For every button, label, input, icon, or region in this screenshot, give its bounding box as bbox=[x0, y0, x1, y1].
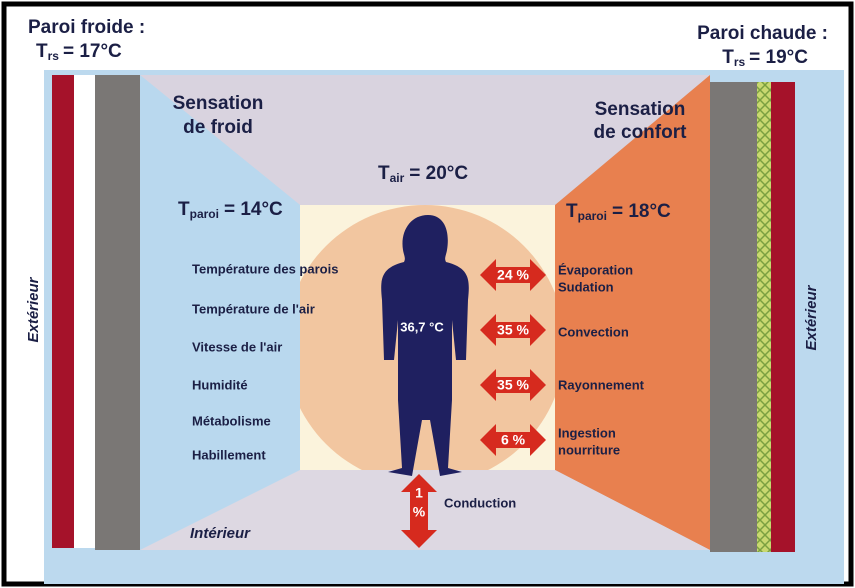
exchange-label: nourriture bbox=[558, 442, 620, 457]
air-temp: Tair = 20°C bbox=[378, 163, 468, 185]
sensation-comfort: de confort bbox=[594, 122, 688, 143]
exchange-arrows bbox=[401, 259, 546, 548]
value: = 20°C bbox=[409, 163, 468, 184]
value: = 19°C bbox=[749, 47, 808, 68]
factor: Vitesse de l'air bbox=[192, 339, 282, 354]
conduction-label: Conduction bbox=[444, 495, 516, 510]
person bbox=[381, 215, 469, 476]
arrow bbox=[480, 424, 546, 456]
percent: 6 % bbox=[501, 432, 526, 448]
percent: 24 % bbox=[497, 267, 529, 283]
insulation-left bbox=[74, 75, 95, 548]
percent: 35 % bbox=[497, 322, 529, 338]
left-wall-temp: Trs = 17°C bbox=[36, 41, 122, 63]
left-surface-temp: Tparoi = 14°C bbox=[178, 199, 283, 221]
symbol: T bbox=[378, 163, 390, 184]
percent: % bbox=[413, 504, 426, 520]
body-temp: 36,7 °C bbox=[400, 319, 444, 334]
top-zone bbox=[140, 75, 710, 205]
sensation-comfort: Sensation bbox=[595, 99, 686, 120]
right-wall-temp: Trs = 19°C bbox=[722, 47, 808, 69]
subscript: paroi bbox=[190, 207, 219, 221]
exchange-label: Évaporation bbox=[558, 262, 633, 277]
left-wall-title: Paroi froide : bbox=[28, 17, 145, 38]
percent: 35 % bbox=[497, 377, 529, 393]
exterior-wall-left bbox=[52, 75, 74, 548]
value: = 14°C bbox=[224, 199, 283, 220]
factor: Température de l'air bbox=[192, 301, 315, 316]
cold-zone bbox=[140, 75, 300, 550]
insulation-right bbox=[757, 82, 771, 552]
arrow bbox=[480, 259, 546, 291]
arrow bbox=[480, 369, 546, 401]
subscript: air bbox=[390, 171, 405, 185]
exterior-label: Extérieur bbox=[25, 276, 42, 342]
exterior-wall-right bbox=[771, 82, 795, 552]
subscript: rs bbox=[48, 49, 60, 63]
factor: Métabolisme bbox=[192, 413, 271, 428]
arrow bbox=[401, 474, 437, 548]
exchange-label: Ingestion bbox=[558, 425, 616, 440]
symbol: T bbox=[36, 41, 48, 62]
wall-left bbox=[95, 75, 140, 550]
subscript: paroi bbox=[578, 209, 607, 223]
arrow bbox=[480, 314, 546, 346]
warm-zone bbox=[555, 75, 710, 550]
factor: Température des parois bbox=[192, 261, 338, 276]
exterior-label: Extérieur bbox=[803, 284, 820, 350]
exchange-label: Sudation bbox=[558, 279, 614, 294]
interior-label: Intérieur bbox=[190, 525, 251, 542]
exchange-label: Rayonnement bbox=[558, 377, 645, 392]
right-wall-title: Paroi chaude : bbox=[697, 23, 828, 44]
sensation-cold: de froid bbox=[183, 117, 253, 138]
wall-right bbox=[710, 82, 757, 552]
factor: Humidité bbox=[192, 377, 248, 392]
percent: 1 bbox=[415, 485, 423, 501]
value: = 17°C bbox=[63, 41, 122, 62]
symbol: T bbox=[722, 47, 734, 68]
subscript: rs bbox=[734, 55, 746, 69]
right-surface-temp: Tparoi = 18°C bbox=[566, 201, 671, 223]
sensation-cold: Sensation bbox=[173, 93, 264, 114]
exchange-label: Convection bbox=[558, 324, 629, 339]
symbol: T bbox=[566, 201, 578, 222]
factor: Habillement bbox=[192, 447, 266, 462]
value: = 18°C bbox=[612, 201, 671, 222]
symbol: T bbox=[178, 199, 190, 220]
